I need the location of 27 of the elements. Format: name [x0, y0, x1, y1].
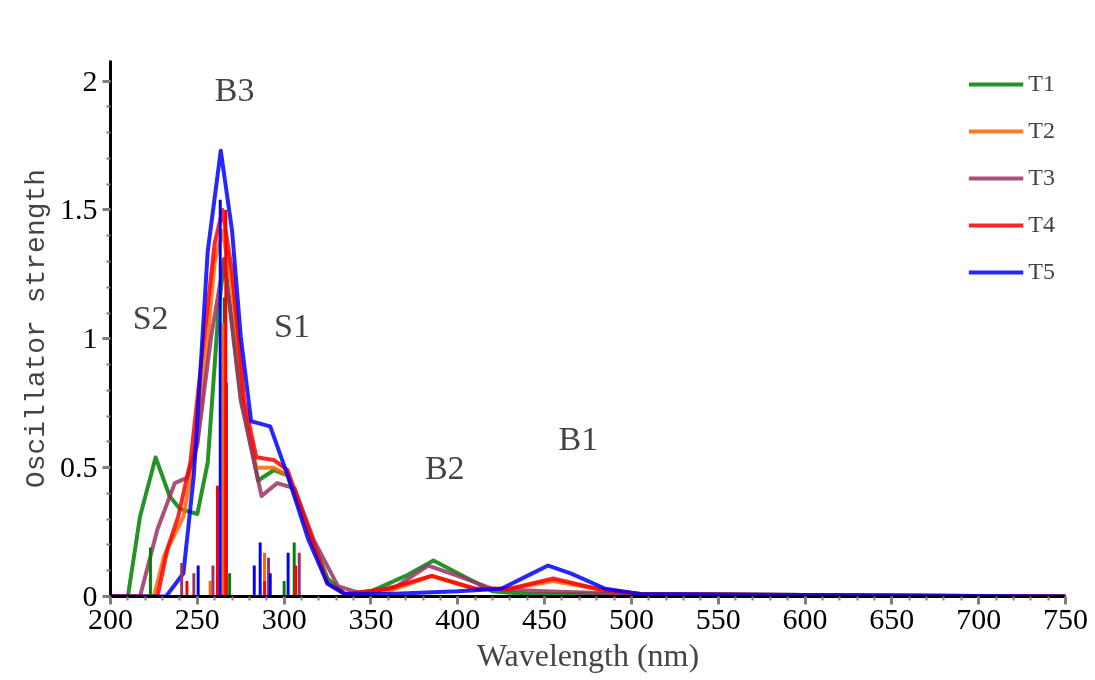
legend-label: T3 [1028, 164, 1055, 191]
x-tick-label: 250 [174, 601, 220, 635]
x-tick-label: 400 [435, 601, 481, 635]
legend-label: T2 [1028, 117, 1055, 144]
x-tick-label: 450 [522, 601, 568, 635]
annotation: S1 [274, 307, 310, 345]
x-tick-label: 750 [1043, 601, 1088, 635]
y-tick-label: 1.5 [60, 192, 98, 226]
legend-label: T4 [1028, 211, 1055, 238]
x-tick-label: 700 [956, 601, 1002, 635]
legend-label: T1 [1028, 70, 1055, 97]
annotation: S2 [132, 299, 169, 337]
annotation: B2 [424, 449, 465, 487]
x-axis-title: Wavelength (nm) [476, 636, 700, 673]
x-tick-label: 600 [782, 601, 828, 635]
x-tick-label: 550 [695, 601, 741, 635]
y-tick-label: 2 [82, 63, 98, 97]
y-tick-label: 1 [82, 321, 98, 355]
y-axis-title: Oscillator strength [21, 168, 52, 489]
x-tick-label: 350 [348, 601, 394, 635]
x-tick-label: 650 [869, 601, 915, 635]
y-tick-label: 0.5 [60, 450, 98, 484]
x-tick-label: 500 [608, 601, 654, 635]
x-tick-label: 300 [261, 601, 307, 635]
annotation: B1 [558, 419, 599, 457]
annotation: B3 [214, 71, 255, 109]
legend-label: T5 [1028, 258, 1055, 285]
